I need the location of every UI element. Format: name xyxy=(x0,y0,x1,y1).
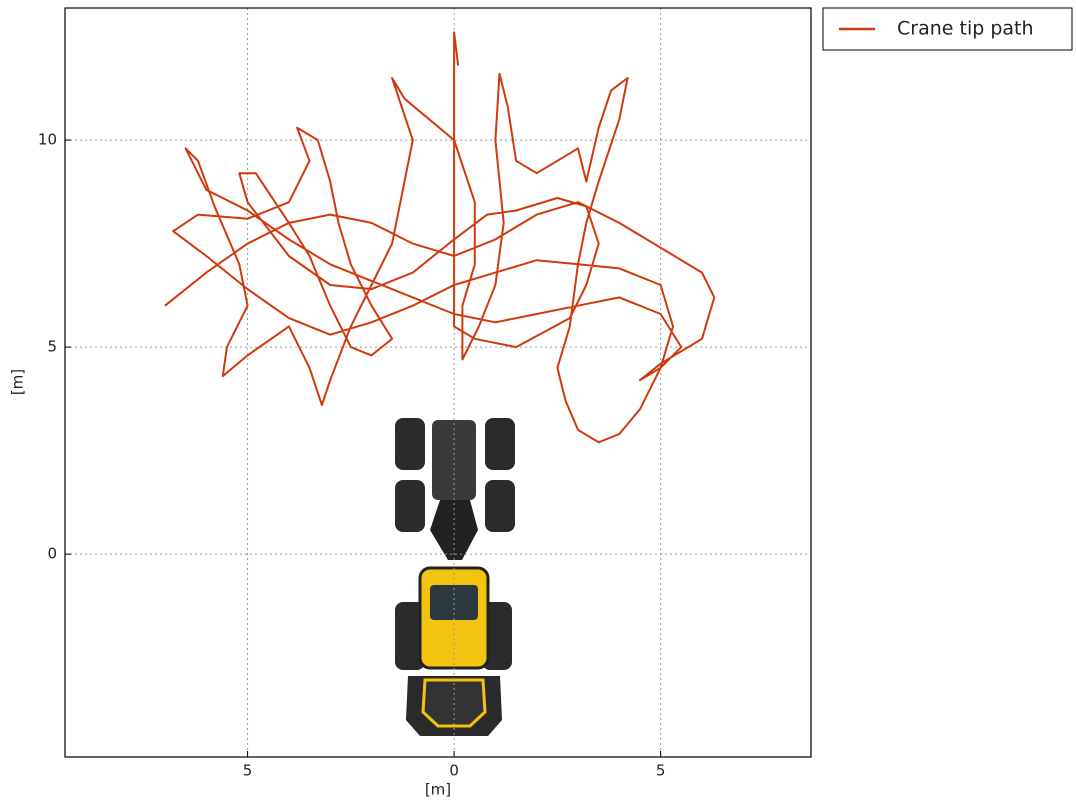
x-tick-label: 5 xyxy=(656,762,666,780)
y-tick-label: 10 xyxy=(38,131,57,149)
plot-frame xyxy=(64,7,812,758)
crane-path xyxy=(164,31,716,444)
forwarder-image xyxy=(395,418,515,736)
y-tick-label: 0 xyxy=(47,545,57,563)
y-tick-label: 5 xyxy=(47,338,57,356)
x-tick-label: 0 xyxy=(449,762,459,780)
x-axis-label: [m] xyxy=(425,781,451,799)
x-tick-label: 5 xyxy=(243,762,253,780)
y-axis-label: [m] xyxy=(9,369,27,395)
legend-label: Crane tip path xyxy=(897,18,1034,40)
